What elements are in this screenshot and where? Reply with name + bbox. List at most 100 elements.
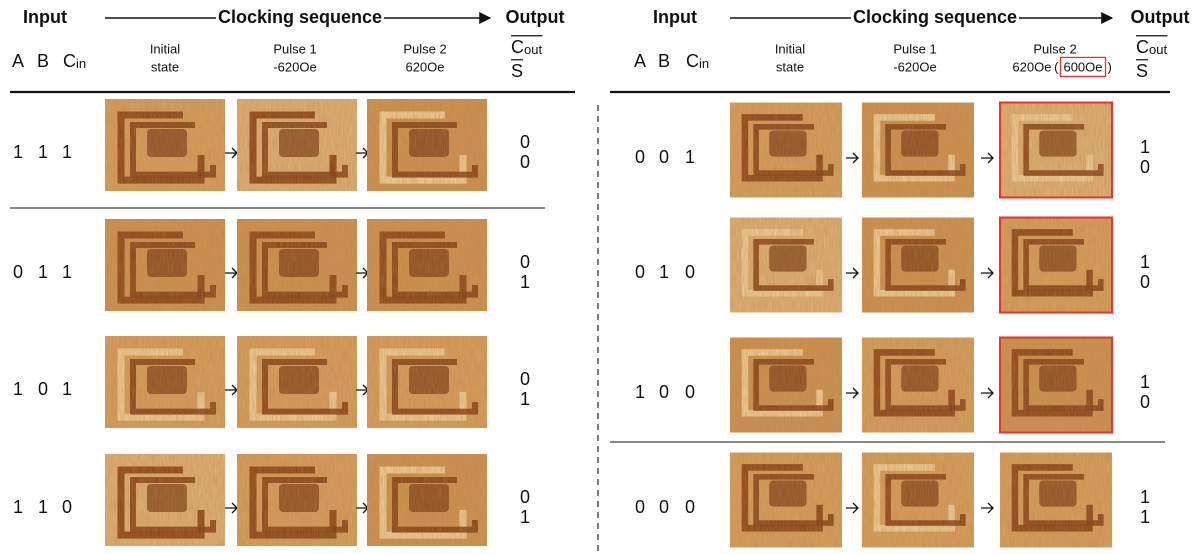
image-grain (862, 453, 974, 548)
image-grain (730, 218, 842, 313)
image-grain (1000, 218, 1112, 313)
col-pulse1: -620Oe (893, 59, 936, 74)
col-cout: Cout (511, 37, 542, 58)
col-s: S (511, 61, 523, 81)
header-sequence: Clocking sequence (853, 7, 1017, 27)
input-bit: 1 (62, 262, 72, 282)
mfm-image (105, 219, 225, 311)
step-arrow (356, 503, 368, 513)
input-bit: 1 (38, 142, 48, 162)
mfm-image (1000, 218, 1112, 313)
input-bit: 0 (635, 262, 645, 282)
step-arrow (846, 268, 858, 278)
input-bit: 0 (659, 497, 669, 517)
mfm-image (862, 103, 974, 198)
input-bit: 0 (38, 379, 48, 399)
output-bit: 1 (1140, 137, 1150, 157)
output-bit: 1 (520, 389, 530, 409)
image-grain (237, 219, 357, 311)
step-arrow (225, 385, 237, 395)
input-bit: 0 (13, 262, 23, 282)
mfm-image (862, 338, 974, 433)
col-a: A (634, 51, 646, 71)
image-grain (730, 338, 842, 433)
step-arrow (225, 268, 237, 278)
pulse2-note-open: ( (1054, 59, 1059, 74)
image-grain (237, 336, 357, 428)
output-bit: 0 (1140, 272, 1150, 292)
step-arrow (981, 388, 993, 398)
image-grain (1000, 103, 1112, 198)
mfm-image (105, 454, 225, 546)
mfm-image (730, 218, 842, 313)
col-cout-main: C (511, 37, 524, 57)
input-bit: 1 (635, 382, 645, 402)
col-cin-main: C (686, 51, 699, 71)
image-grain (730, 103, 842, 198)
input-bit: 0 (685, 382, 695, 402)
image-grain (1000, 453, 1112, 548)
output-bit: 1 (1140, 372, 1150, 392)
col-initial: state (776, 59, 804, 74)
col-pulse2: Pulse 2 (403, 41, 446, 56)
mfm-image (105, 99, 225, 191)
output-bit: 1 (1140, 252, 1150, 272)
header-sequence: Clocking sequence (218, 7, 382, 27)
step-arrow (846, 503, 858, 513)
pulse2-note-close: ) (1108, 59, 1112, 74)
mfm-image (367, 219, 487, 311)
image-grain (367, 454, 487, 546)
output-bit: 0 (1140, 392, 1150, 412)
col-cin: Cin (63, 51, 86, 72)
input-bit: 0 (62, 497, 72, 517)
step-arrow (846, 388, 858, 398)
input-bit: 1 (659, 262, 669, 282)
output-bit: 1 (520, 272, 530, 292)
col-cout: Cout (1136, 37, 1167, 58)
col-initial: Initial (775, 41, 805, 56)
image-grain (237, 99, 357, 191)
image-grain (730, 453, 842, 548)
step-arrow (846, 153, 858, 163)
mfm-image (367, 336, 487, 428)
mfm-image (862, 218, 974, 313)
mfm-image (237, 219, 357, 311)
col-s: S (1136, 61, 1148, 81)
output-bit: 0 (520, 132, 530, 152)
col-cin: Cin (686, 51, 709, 72)
col-a: A (12, 51, 24, 71)
mfm-image (730, 453, 842, 548)
input-bit: 0 (635, 147, 645, 167)
image-grain (367, 336, 487, 428)
col-cin-sub: in (699, 56, 709, 71)
header-output: Output (506, 7, 565, 27)
mfm-image (237, 336, 357, 428)
image-grain (237, 454, 357, 546)
col-cin-main: C (63, 51, 76, 71)
image-grain (105, 219, 225, 311)
mfm-image (862, 453, 974, 548)
input-bit: 0 (659, 147, 669, 167)
input-bit: 1 (13, 142, 23, 162)
input-bit: 1 (62, 142, 72, 162)
col-pulse1: -620Oe (273, 59, 316, 74)
input-bit: 1 (38, 497, 48, 517)
step-arrow (981, 268, 993, 278)
col-pulse2: Pulse 2 (1033, 41, 1076, 56)
col-b: B (658, 51, 670, 71)
mfm-image (1000, 338, 1112, 433)
image-grain (1000, 338, 1112, 433)
mfm-image (1000, 103, 1112, 198)
col-cout-main: C (1136, 37, 1149, 57)
image-grain (105, 454, 225, 546)
col-cout-sub: out (524, 42, 542, 57)
mfm-image (730, 338, 842, 433)
output-bit: 1 (1140, 507, 1150, 527)
mfm-image (1000, 453, 1112, 548)
input-bit: 0 (685, 497, 695, 517)
mfm-image (237, 99, 357, 191)
header-input: Input (653, 7, 697, 27)
col-pulse2: 620Oe (1012, 59, 1051, 74)
output-bit: 0 (1140, 157, 1150, 177)
mfm-image (730, 103, 842, 198)
